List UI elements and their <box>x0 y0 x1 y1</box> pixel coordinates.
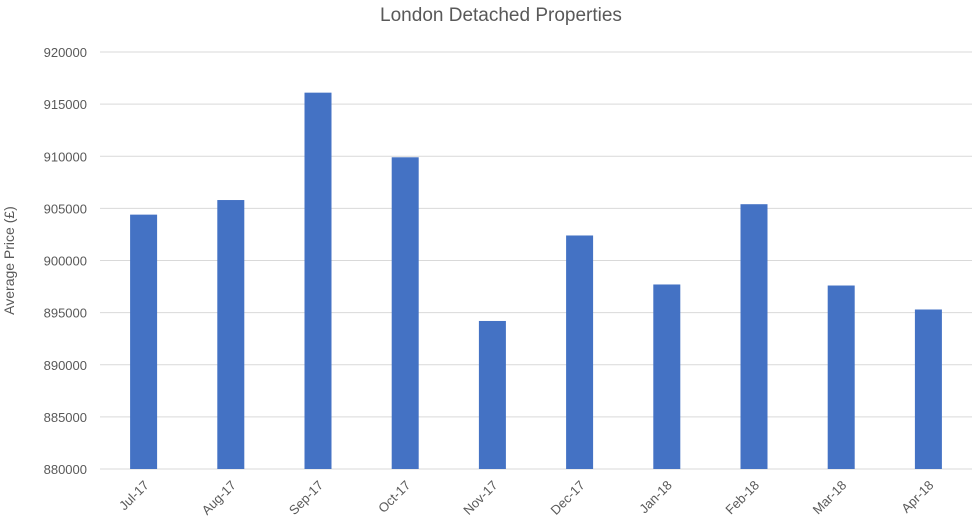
x-tick-label: Nov-17 <box>460 478 500 518</box>
y-tick-label: 885000 <box>44 410 87 425</box>
x-tick-label: Sep-17 <box>286 478 326 518</box>
chart-title: London Detached Properties <box>380 5 622 26</box>
bar-sep-17 <box>304 92 332 469</box>
y-tick-label: 920000 <box>44 45 87 60</box>
bars <box>130 92 942 470</box>
x-tick-label: Oct-17 <box>375 478 413 516</box>
y-tick-label: 915000 <box>44 97 87 112</box>
bar-aug-17 <box>217 200 245 469</box>
x-tick-label: Feb-18 <box>722 478 762 518</box>
bar-dec-17 <box>566 235 594 469</box>
y-tick-label: 895000 <box>44 306 87 321</box>
x-tick-label: Aug-17 <box>199 478 239 518</box>
y-tick-label: 900000 <box>44 254 87 269</box>
y-tick-label: 910000 <box>44 149 87 164</box>
x-tick-label: Dec-17 <box>547 478 587 518</box>
bar-jul-17 <box>130 214 158 469</box>
x-tick-label: Jan-18 <box>636 478 675 517</box>
bar-mar-18 <box>827 285 855 469</box>
y-axis-label: Average Price (£) <box>1 206 17 315</box>
bar-oct-17 <box>391 157 419 470</box>
bar-nov-17 <box>478 320 506 469</box>
y-tick-label: 880000 <box>44 462 87 477</box>
y-tick-label: 890000 <box>44 358 87 373</box>
bar-jan-18 <box>653 284 681 469</box>
x-tick-label: Apr-18 <box>898 478 936 516</box>
x-tick-label: Jul-17 <box>116 478 152 514</box>
x-tick-label: Mar-18 <box>810 478 850 518</box>
gridlines <box>100 51 972 470</box>
y-tick-label: 905000 <box>44 201 87 216</box>
y-axis-ticks: 880000 885000 890000 895000 900000 905000 9100… <box>44 45 87 477</box>
bar-apr-18 <box>914 309 942 469</box>
bar-feb-18 <box>740 204 768 469</box>
x-axis-ticks: Jul-17 Aug-17 Sep-17 Oct-17 Nov-17 Dec-17 Jan-… <box>116 478 936 518</box>
